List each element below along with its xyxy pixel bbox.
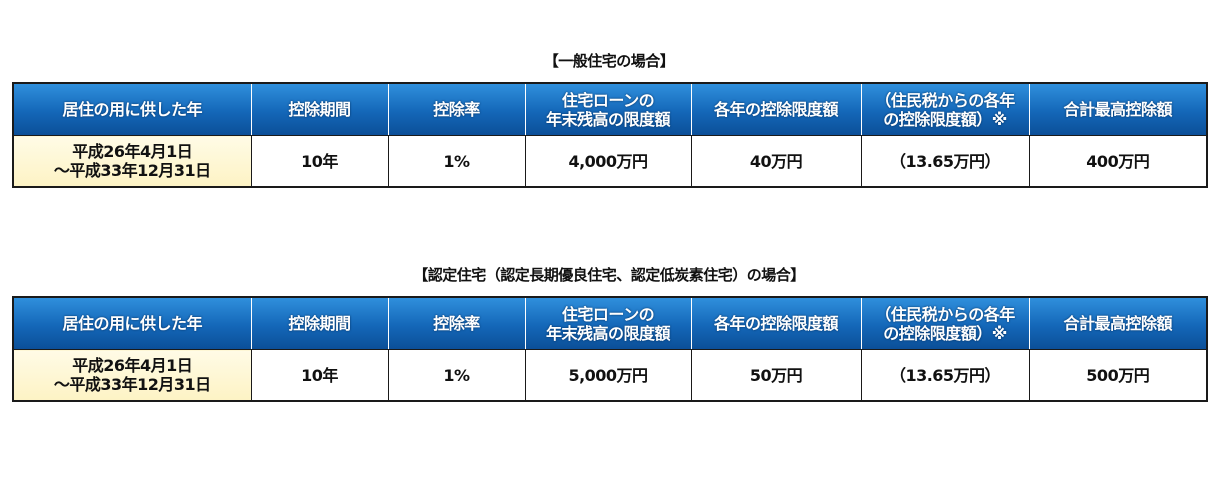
cell-deduction-rate: 1% <box>387 349 525 401</box>
cell-deduction-period: 10年 <box>250 349 388 401</box>
cell-resident-tax-limit: （13.65万円） <box>860 135 1029 187</box>
header-deduction-rate: 控除率 <box>387 83 526 136</box>
cell-annual-deduction-limit: 50万円 <box>690 349 861 401</box>
section-title-certified: 【認定住宅（認定長期優良住宅、認定低炭素住宅）の場合】 <box>413 266 805 284</box>
table-header-row: 居住の用に供した年 控除期間 控除率 住宅ローンの 年末残高の限度額 各年の控除… <box>13 297 1207 350</box>
cell-residence-year: 平成26年4月1日 ～平成33年12月31日 <box>13 349 251 401</box>
cell-total-max-deduction: 400万円 <box>1028 135 1207 187</box>
header-deduction-period: 控除期間 <box>250 83 389 136</box>
deduction-table-certified: 居住の用に供した年 控除期間 控除率 住宅ローンの 年末残高の限度額 各年の控除… <box>12 296 1208 402</box>
header-total-max-deduction: 合計最高控除額 <box>1028 297 1207 350</box>
header-residence-year: 居住の用に供した年 <box>13 83 252 136</box>
cell-deduction-rate: 1% <box>387 135 525 187</box>
header-total-max-deduction: 合計最高控除額 <box>1028 83 1207 136</box>
cell-deduction-period: 10年 <box>250 135 388 187</box>
header-deduction-rate: 控除率 <box>387 297 526 350</box>
header-resident-tax-limit: （住民税からの各年 の控除限度額）※ <box>860 83 1030 136</box>
cell-loan-balance-limit: 4,000万円 <box>524 135 691 187</box>
certified-housing-section: 【認定住宅（認定長期優良住宅、認定低炭素住宅）の場合】 居住の用に供した年 控除… <box>12 266 1208 402</box>
header-loan-balance-limit: 住宅ローンの 年末残高の限度額 <box>524 83 692 136</box>
section-title-general: 【一般住宅の場合】 <box>543 52 675 70</box>
header-deduction-period: 控除期間 <box>250 297 389 350</box>
header-annual-deduction-limit: 各年の控除限度額 <box>690 297 862 350</box>
table-row: 平成26年4月1日 ～平成33年12月31日 10年 1% 5,000万円 50… <box>13 349 1207 401</box>
cell-total-max-deduction: 500万円 <box>1028 349 1207 401</box>
general-housing-section: 【一般住宅の場合】 居住の用に供した年 控除期間 控除率 住宅ローンの 年末残高… <box>12 52 1208 188</box>
deduction-table-general: 居住の用に供した年 控除期間 控除率 住宅ローンの 年末残高の限度額 各年の控除… <box>12 82 1208 188</box>
header-annual-deduction-limit: 各年の控除限度額 <box>690 83 862 136</box>
header-residence-year: 居住の用に供した年 <box>13 297 252 350</box>
cell-residence-year: 平成26年4月1日 ～平成33年12月31日 <box>13 135 251 187</box>
cell-annual-deduction-limit: 40万円 <box>690 135 861 187</box>
table-row: 平成26年4月1日 ～平成33年12月31日 10年 1% 4,000万円 40… <box>13 135 1207 187</box>
cell-resident-tax-limit: （13.65万円） <box>860 349 1029 401</box>
cell-loan-balance-limit: 5,000万円 <box>524 349 691 401</box>
table-header-row: 居住の用に供した年 控除期間 控除率 住宅ローンの 年末残高の限度額 各年の控除… <box>13 83 1207 136</box>
header-loan-balance-limit: 住宅ローンの 年末残高の限度額 <box>524 297 692 350</box>
header-resident-tax-limit: （住民税からの各年 の控除限度額）※ <box>860 297 1030 350</box>
